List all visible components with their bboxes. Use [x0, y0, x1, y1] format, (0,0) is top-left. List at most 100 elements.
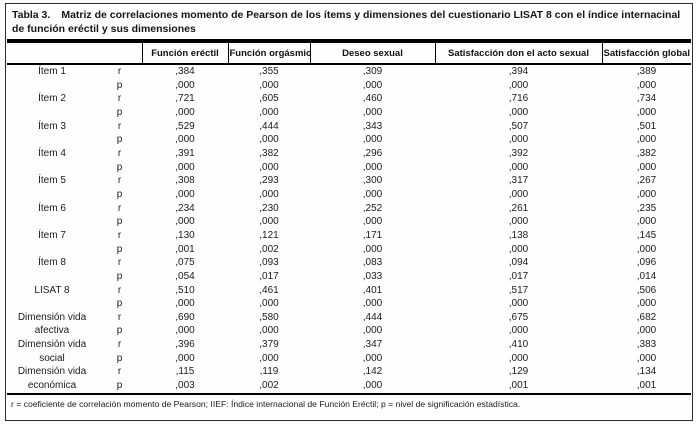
table-row: p ,000 ,000 ,000 ,000 ,000 [7, 79, 691, 93]
value-cell: ,308 [175, 175, 195, 187]
value-cell: ,000 [636, 134, 657, 146]
value-cell: ,690 [175, 311, 195, 323]
value-cell: ,460 [362, 93, 383, 105]
value-cell: ,000 [362, 134, 383, 146]
value-cell: ,003 [175, 380, 195, 392]
table-row: p ,054 ,017 ,033 ,017 ,014 [7, 270, 691, 284]
value-cell: ,507 [508, 120, 529, 132]
value-cell: ,000 [259, 352, 279, 364]
row-label: Ítem 5 [38, 175, 66, 187]
stat-label: p [116, 216, 123, 228]
value-cell: ,000 [362, 188, 383, 200]
value-cell: ,000 [175, 298, 195, 310]
value-cell: ,000 [508, 352, 529, 364]
value-cell: ,235 [636, 202, 657, 214]
table-row: p ,000 ,000 ,000 ,000 ,000 [7, 106, 691, 120]
stat-label: r [117, 339, 122, 351]
value-cell: ,461 [259, 284, 279, 296]
value-cell: ,000 [636, 352, 657, 364]
value-cell: ,506 [636, 284, 657, 296]
column-header-satisfaccion-acto-sexual: Satisfacción don el acto sexual [434, 41, 602, 65]
stat-label: r [117, 366, 122, 378]
value-cell: ,000 [362, 79, 383, 91]
value-cell: ,000 [175, 188, 195, 200]
value-cell: ,000 [362, 243, 383, 255]
table-row: afectiva p ,000 ,000 ,000 ,000 ,000 [7, 324, 691, 338]
value-cell: ,000 [636, 298, 657, 310]
value-cell: ,129 [508, 366, 529, 378]
value-cell: ,000 [175, 325, 195, 337]
table-row: económica p ,003 ,002 ,000 ,001 ,001 [7, 379, 691, 394]
value-cell: ,000 [508, 79, 529, 91]
row-label: Ítem 7 [38, 229, 66, 241]
value-cell: ,317 [508, 175, 529, 187]
value-cell: ,000 [362, 106, 383, 118]
value-cell: ,580 [259, 311, 279, 323]
stat-label: r [117, 202, 122, 214]
table-row: p ,000 ,000 ,000 ,000 ,000 [7, 188, 691, 202]
value-cell: ,115 [175, 366, 195, 378]
table-row: Ítem 8 r ,075 ,093 ,083 ,094 ,096 [7, 256, 691, 270]
value-cell: ,000 [259, 79, 279, 91]
stat-label: p [116, 243, 123, 255]
value-cell: ,017 [508, 270, 529, 282]
table-row: Ítem 3 r ,529 ,444 ,343 ,507 ,501 [7, 120, 691, 134]
table-row: p ,000 ,000 ,000 ,000 ,000 [7, 297, 691, 311]
stat-label: r [117, 93, 122, 105]
table-row: Dimensión vida r ,690 ,580 ,444 ,675 ,682 [7, 311, 691, 325]
value-cell: ,145 [636, 229, 657, 241]
value-cell: ,382 [636, 147, 657, 159]
table-title: Tabla 3. Matriz de correlaciones momento … [6, 4, 692, 39]
stat-label: r [117, 66, 122, 77]
table-body: Ítem 1 r ,384 ,355 ,309 ,394 ,389 p ,000 ,000 ,000… [7, 64, 691, 394]
value-cell: ,510 [175, 284, 195, 296]
table-row: Ítem 6 r ,234 ,230 ,252 ,261 ,235 [7, 202, 691, 216]
value-cell: ,444 [362, 311, 383, 323]
value-cell: ,343 [362, 120, 383, 132]
row-label: Ítem 4 [38, 147, 66, 159]
value-cell: ,394 [508, 66, 529, 77]
value-cell: ,002 [259, 380, 279, 392]
value-cell: ,000 [175, 79, 195, 91]
value-cell: ,000 [508, 298, 529, 310]
row-label: LISAT 8 [34, 284, 70, 296]
value-cell: ,389 [636, 66, 657, 77]
value-cell: ,383 [636, 339, 657, 351]
value-cell: ,267 [636, 175, 657, 187]
column-header-satisfaccion-global: Satisfacción global [601, 41, 691, 65]
value-cell: ,000 [362, 216, 383, 228]
value-cell: ,682 [636, 311, 657, 323]
stat-label: r [117, 120, 122, 132]
column-header-deseo-sexual: Deseo sexual [309, 41, 435, 65]
value-cell: ,094 [508, 257, 529, 269]
table-figure-frame: Tabla 3. Matriz de correlaciones momento … [5, 3, 693, 421]
row-label [7, 297, 97, 311]
value-cell: ,093 [259, 257, 279, 269]
value-cell: ,296 [362, 147, 383, 159]
table-row: p ,000 ,000 ,000 ,000 ,000 [7, 161, 691, 175]
table-row: Ítem 1 r ,384 ,355 ,309 ,394 ,389 [7, 64, 691, 79]
value-cell: ,000 [636, 106, 657, 118]
row-label: Dimensión vida [17, 311, 87, 323]
value-cell: ,529 [175, 120, 195, 132]
stat-label: p [116, 270, 123, 282]
table-title-text: Matriz de correlaciones momento de Pears… [12, 9, 681, 35]
value-cell: ,134 [636, 366, 657, 378]
table-row: p ,000 ,000 ,000 ,000 ,000 [7, 215, 691, 229]
value-cell: ,017 [259, 270, 279, 282]
table-row: Dimensión vida r ,396 ,379 ,347 ,410 ,383 [7, 338, 691, 352]
value-cell: ,252 [362, 202, 383, 214]
value-cell: ,396 [175, 339, 195, 351]
row-label: Ítem 2 [38, 93, 66, 105]
column-header-funcion-erectil: Función eréctil [141, 41, 228, 65]
value-cell: ,230 [259, 202, 279, 214]
stat-label: p [116, 79, 123, 91]
stat-label: r [117, 257, 122, 269]
value-cell: ,384 [175, 66, 195, 77]
value-cell: ,000 [259, 106, 279, 118]
value-cell: ,000 [636, 79, 657, 91]
value-cell: ,000 [362, 325, 383, 337]
table-row: Ítem 2 r ,721 ,605 ,460 ,716 ,734 [7, 92, 691, 106]
value-cell: ,000 [508, 106, 529, 118]
value-cell: ,000 [362, 380, 383, 392]
